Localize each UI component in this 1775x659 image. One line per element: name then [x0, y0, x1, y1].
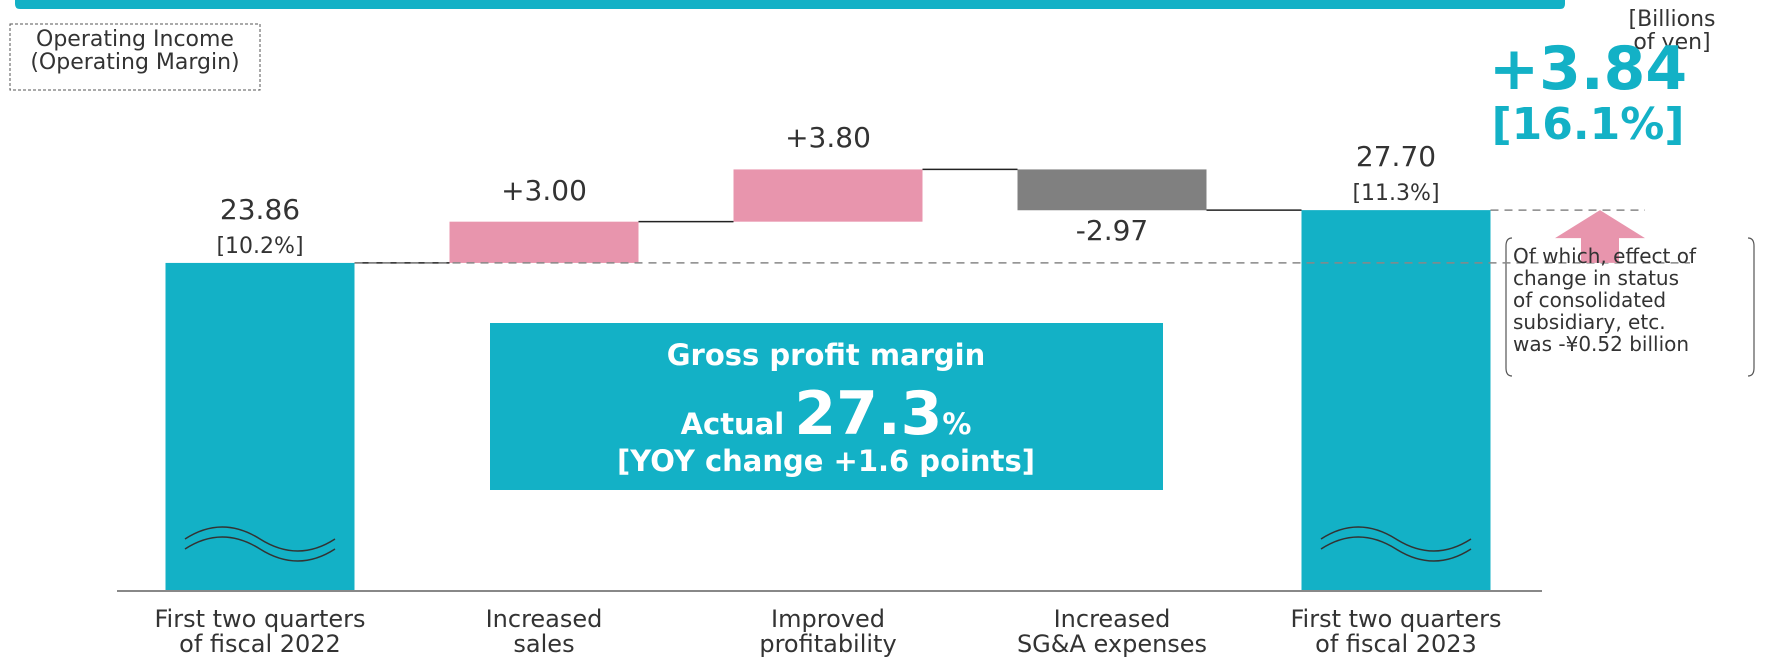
bar	[165, 262, 355, 591]
value-label: +3.80	[785, 121, 871, 155]
highlight-prefix: Actual	[680, 407, 785, 441]
bar	[1017, 169, 1207, 211]
bar	[449, 221, 639, 263]
legend-box: Operating Income (Operating Margin)	[30, 27, 240, 76]
break-mark	[184, 526, 336, 552]
note-bracket-right	[1747, 237, 1755, 377]
bar	[1301, 210, 1491, 591]
x-tick-label: First two quarters of fiscal 2023	[1290, 605, 1502, 659]
value-label: +3.00	[501, 173, 587, 207]
x-tick-label: Increased SG&A expenses	[1016, 605, 1208, 659]
x-tick-label: Increased sales	[485, 605, 603, 659]
note-bracket-left	[1505, 237, 1513, 377]
margin-label: [10.2%]	[216, 233, 304, 259]
highlight-line3: [YOY change +1.6 points]	[617, 444, 1035, 478]
x-tick-label: Improved profitability	[759, 605, 897, 659]
change-arrow	[1555, 210, 1645, 263]
margin-label: [11.3%]	[1352, 181, 1440, 207]
break-mark	[184, 536, 336, 562]
top-band	[15, 0, 1565, 9]
legend-frame	[9, 23, 261, 91]
unit-label: [Billions of yen]	[1628, 7, 1716, 56]
highlight-line2: Actual 27.3%	[681, 384, 972, 444]
break-mark	[1320, 536, 1472, 562]
highlight-suffix: %	[942, 407, 972, 441]
value-label: -2.97	[1075, 214, 1149, 248]
x-tick-label: First two quarters of fiscal 2022	[154, 605, 366, 659]
change-percent: [16.1%]	[1491, 99, 1685, 150]
highlight-line1: Gross profit margin	[666, 338, 986, 372]
note: Of which, effect of change in status of …	[1513, 244, 1696, 356]
highlight-value: 27.3	[794, 379, 943, 449]
change-label: +3.84	[1488, 34, 1688, 104]
break-mark	[1320, 526, 1472, 552]
bar	[733, 169, 923, 222]
highlight-box	[490, 323, 1163, 490]
value-label: 23.86	[219, 192, 301, 226]
value-label: 27.70	[1355, 140, 1437, 174]
